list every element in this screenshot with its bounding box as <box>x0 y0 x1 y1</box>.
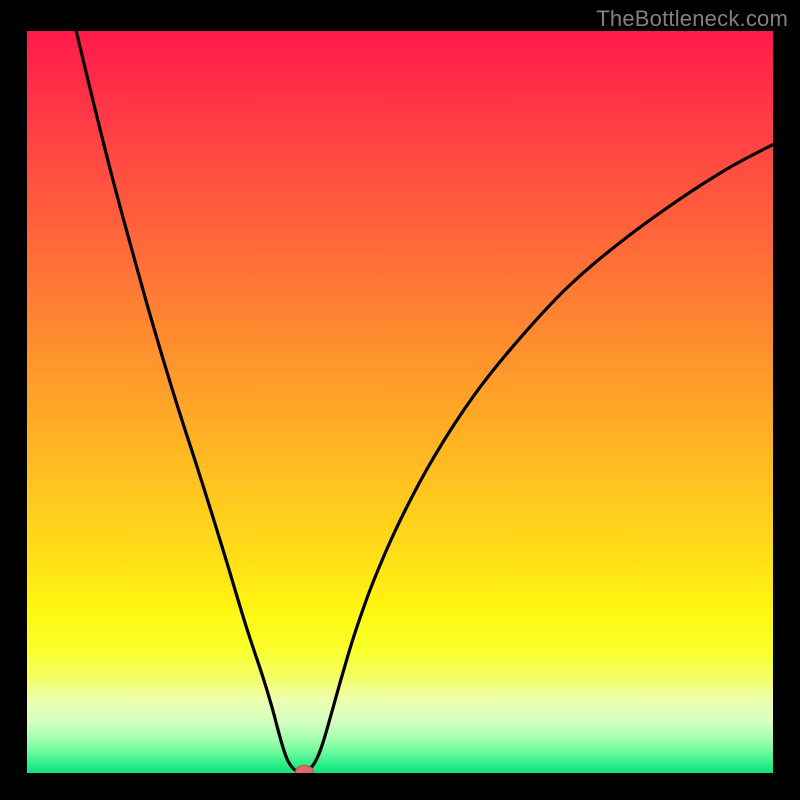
gradient-background <box>27 31 773 773</box>
plot-area <box>27 31 773 773</box>
watermark-text: TheBottleneck.com <box>596 6 788 32</box>
plot-svg <box>27 31 773 773</box>
chart-container: TheBottleneck.com <box>0 0 800 800</box>
